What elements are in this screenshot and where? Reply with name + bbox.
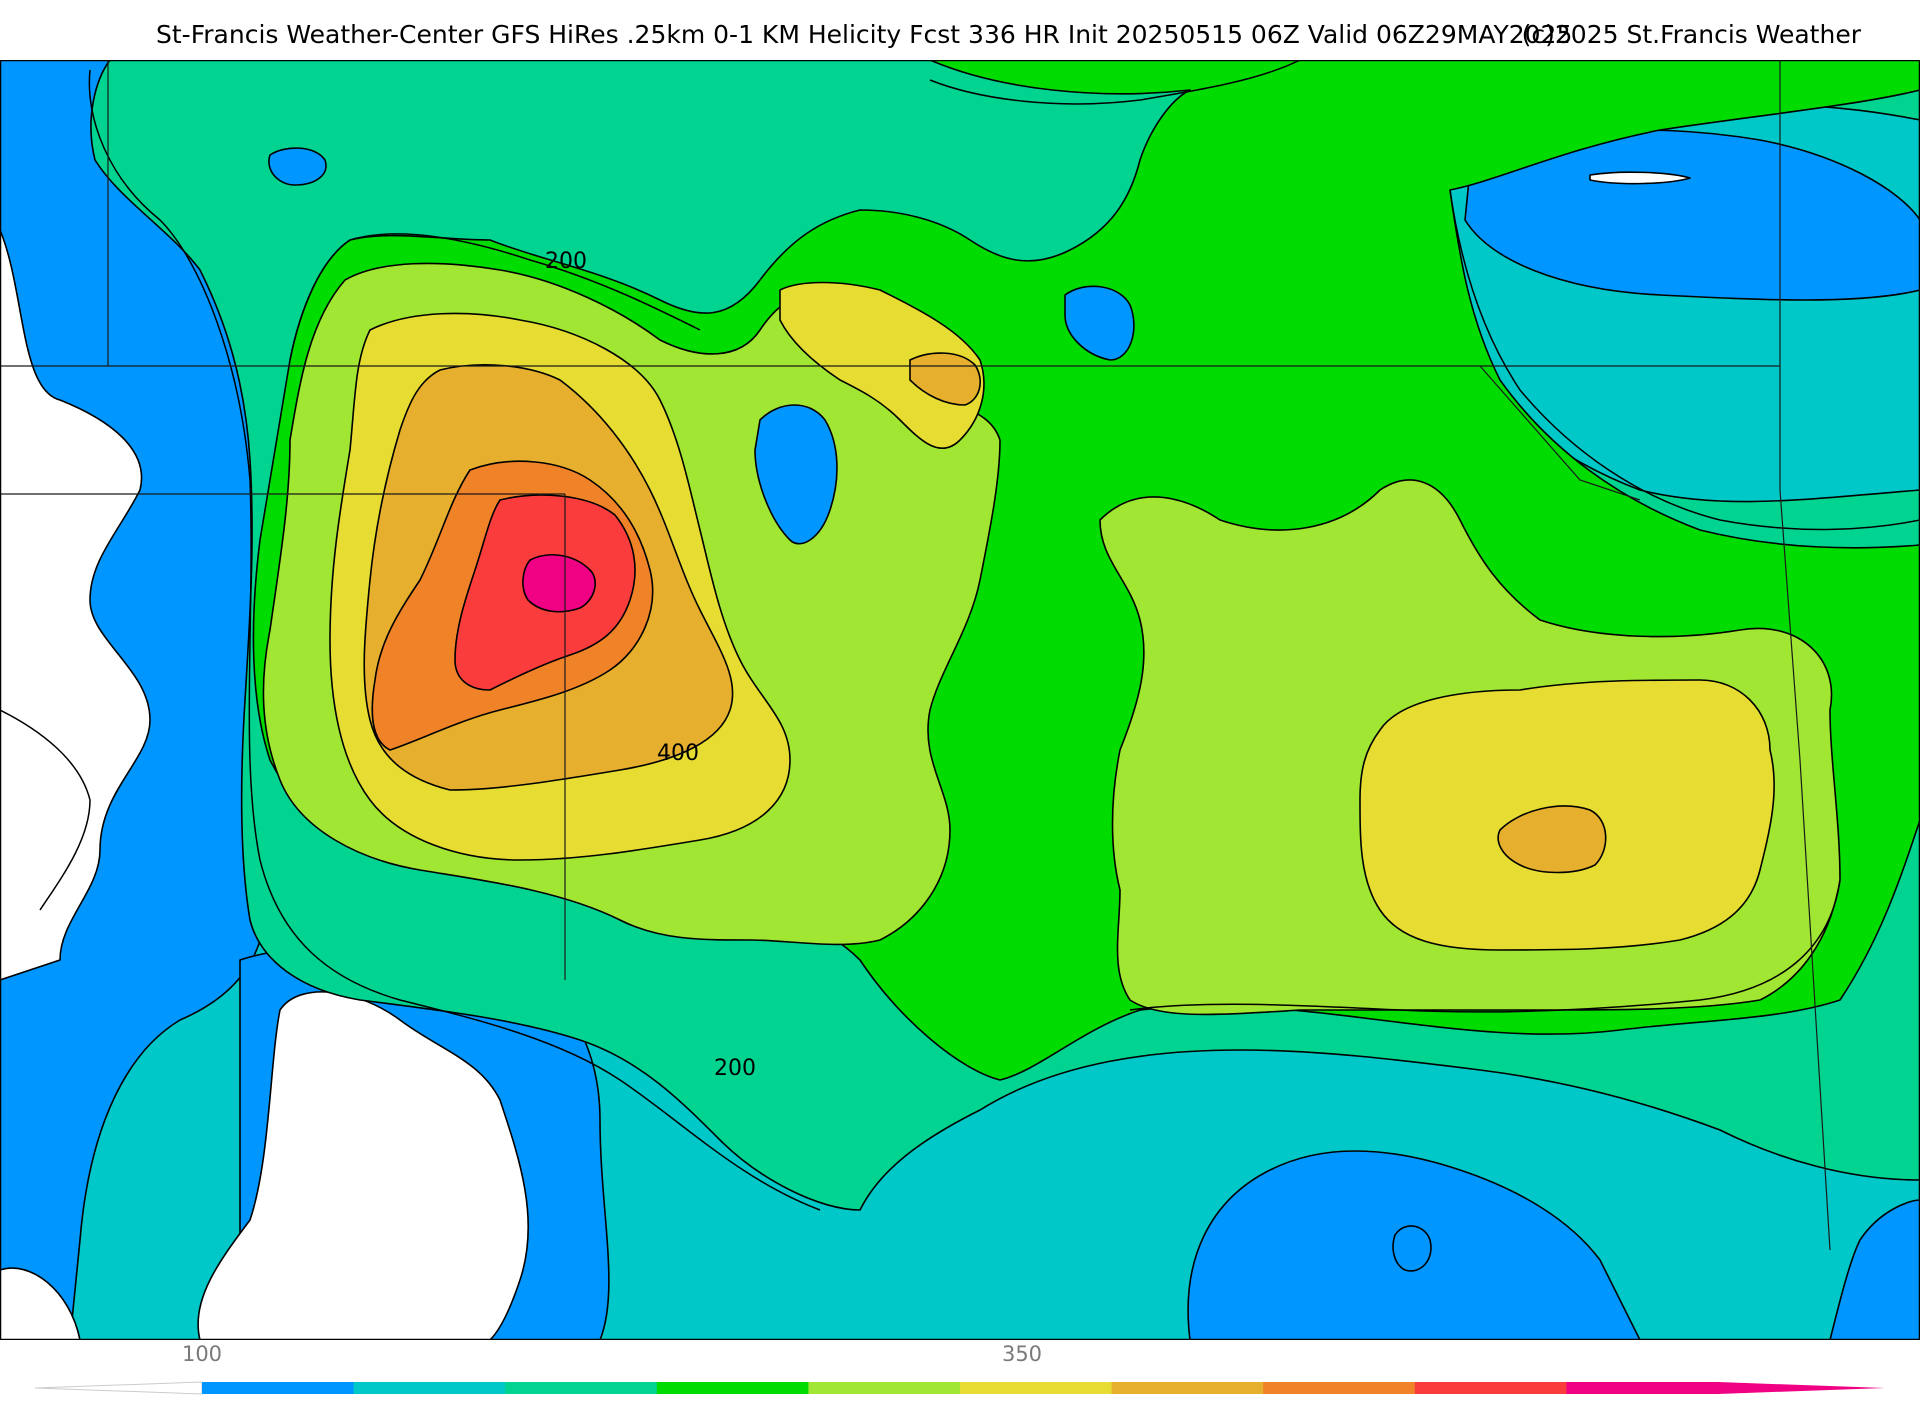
- legend-swatch: [505, 1382, 658, 1394]
- legend-swatch: [808, 1382, 961, 1394]
- legend-swatch: [1414, 1382, 1567, 1394]
- map-title: St-Francis Weather-Center GFS HiRes .25k…: [156, 20, 1573, 49]
- color-legend: 100 350: [0, 1340, 1920, 1400]
- helicity-map: 200 400 200: [0, 60, 1920, 1340]
- legend-colorbar: [34, 1381, 1885, 1395]
- field-white-west: [0, 229, 151, 981]
- legend-swatch: [656, 1382, 809, 1394]
- legend-swatch: [960, 1382, 1113, 1394]
- field-blue-pocket-mid: [1064, 285, 1135, 361]
- field-blue-southeast: [1829, 1199, 1920, 1340]
- contour-label-400: 400: [657, 741, 699, 766]
- legend-swatches: [202, 1382, 1719, 1394]
- contour-label-200-south: 200: [714, 1056, 756, 1081]
- field-magenta-peak: [522, 554, 596, 613]
- field-gold-east: [1497, 805, 1607, 874]
- field-blue-pocket-top: [268, 147, 327, 186]
- legend-arrow-low: [34, 1381, 203, 1395]
- field-blue-pocket-north: [754, 404, 838, 545]
- helicity-contours: [0, 60, 1920, 1211]
- legend-swatch: [1263, 1382, 1416, 1394]
- legend-arrow-high: [1718, 1382, 1885, 1394]
- legend-tick-350: 350: [1001, 1342, 1043, 1366]
- contour-label-200-north: 200: [545, 249, 587, 274]
- legend-swatch: [202, 1382, 355, 1394]
- legend-swatch: [353, 1382, 506, 1394]
- legend-tick-100: 100: [181, 1342, 223, 1366]
- state-borders: [0, 60, 1831, 1251]
- copyright-text: (c)2025 St.Francis Weather: [1521, 20, 1861, 49]
- legend-swatch: [1111, 1382, 1264, 1394]
- field-white-southwest: [197, 991, 530, 1340]
- field-white-sliver-ne: [1589, 171, 1691, 185]
- field-blue-pocket-south: [1392, 1225, 1432, 1272]
- map-title-bar: St-Francis Weather-Center GFS HiRes .25k…: [0, 14, 1920, 54]
- legend-swatch: [1566, 1382, 1719, 1394]
